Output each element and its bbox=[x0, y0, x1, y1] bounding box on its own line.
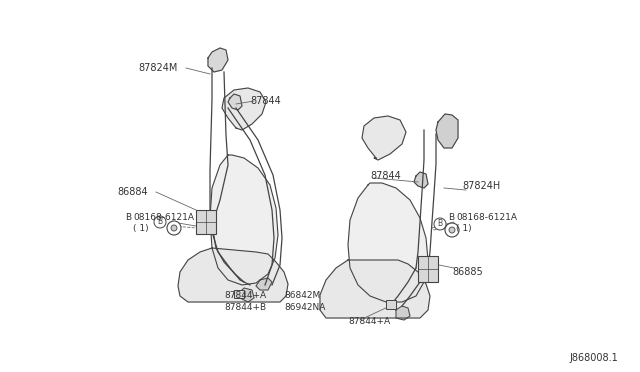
Polygon shape bbox=[208, 48, 228, 72]
Polygon shape bbox=[240, 288, 254, 302]
Circle shape bbox=[449, 227, 455, 233]
Text: 08168-6121A: 08168-6121A bbox=[133, 214, 194, 222]
Text: 87844: 87844 bbox=[370, 171, 401, 181]
Text: 08168-6121A: 08168-6121A bbox=[456, 214, 517, 222]
Polygon shape bbox=[436, 114, 458, 148]
Polygon shape bbox=[348, 183, 428, 302]
Bar bbox=[386, 300, 396, 309]
Circle shape bbox=[434, 218, 446, 230]
Text: ( 1): ( 1) bbox=[133, 224, 148, 234]
Polygon shape bbox=[228, 94, 242, 110]
Text: 87844+A: 87844+A bbox=[348, 317, 390, 327]
Polygon shape bbox=[222, 88, 266, 130]
Circle shape bbox=[445, 223, 459, 237]
Bar bbox=[418, 256, 438, 282]
Text: 86884: 86884 bbox=[117, 187, 148, 197]
Text: ( 1): ( 1) bbox=[456, 224, 472, 234]
Polygon shape bbox=[210, 155, 278, 285]
Text: B: B bbox=[157, 218, 163, 227]
Text: 87824M: 87824M bbox=[139, 63, 178, 73]
Bar bbox=[234, 290, 244, 298]
Text: B: B bbox=[125, 214, 131, 222]
Bar bbox=[196, 210, 216, 234]
Polygon shape bbox=[320, 260, 430, 318]
Text: B: B bbox=[437, 219, 443, 228]
Text: B: B bbox=[448, 214, 454, 222]
Polygon shape bbox=[362, 116, 406, 160]
Circle shape bbox=[167, 221, 181, 235]
Text: 87844: 87844 bbox=[250, 96, 281, 106]
Text: 87844+B: 87844+B bbox=[224, 302, 266, 311]
Polygon shape bbox=[256, 278, 272, 290]
Text: 86942NA: 86942NA bbox=[284, 302, 325, 311]
Text: 86842M: 86842M bbox=[284, 292, 320, 301]
Circle shape bbox=[154, 216, 166, 228]
Polygon shape bbox=[178, 248, 288, 302]
Circle shape bbox=[171, 225, 177, 231]
Text: 87844+A: 87844+A bbox=[224, 292, 266, 301]
Polygon shape bbox=[396, 306, 410, 320]
Text: 86885: 86885 bbox=[452, 267, 483, 277]
Text: 87824H: 87824H bbox=[462, 181, 500, 191]
Polygon shape bbox=[414, 172, 428, 188]
Text: J868008.1: J868008.1 bbox=[569, 353, 618, 363]
